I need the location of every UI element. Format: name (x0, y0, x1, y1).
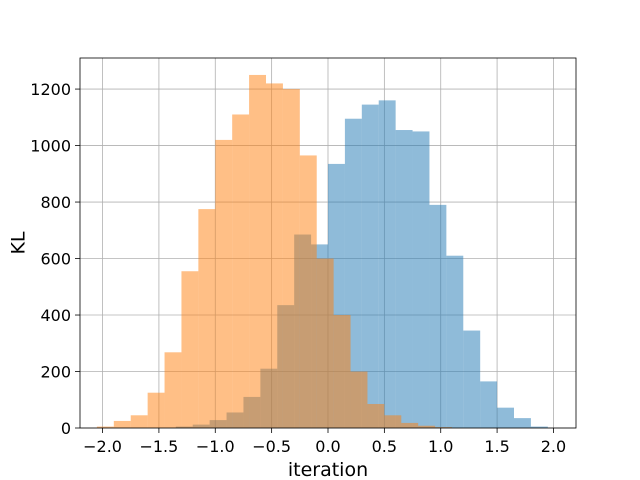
x-axis-label: iteration (288, 459, 368, 480)
x-tick-label: 1.5 (484, 437, 509, 456)
histogram-bar-series-2 (147, 392, 165, 428)
histogram-bar-series-2 (266, 83, 283, 428)
x-tick-label: 2.0 (541, 437, 566, 456)
histogram-bar-series-1 (497, 407, 514, 428)
histogram-bar-series-2 (232, 114, 250, 428)
histogram-bars (96, 74, 548, 429)
histogram-bar-series-2 (435, 427, 452, 428)
histogram-bar-series-1 (412, 131, 430, 428)
histogram-bar-series-2 (249, 74, 266, 428)
histogram-bar-series-2 (282, 89, 300, 429)
y-tick-label: 800 (40, 193, 71, 212)
histogram-bar-series-2 (130, 415, 148, 428)
y-tick-label: 0 (61, 419, 71, 438)
histogram-bar-series-1 (378, 100, 396, 429)
x-tick-label: −1.5 (139, 437, 178, 456)
histogram-bar-series-1 (514, 418, 531, 428)
histogram-bar-series-2 (198, 209, 216, 428)
axis-ticks: −2.0 −1.5 −1.0 −0.5 0.0 0.5 1.0 1.5 2.0 0 200 400 60… (30, 80, 566, 456)
histogram-bar-series-2 (215, 139, 233, 429)
x-tick-label: −2.0 (83, 437, 122, 456)
histogram-bar-series-1 (395, 130, 413, 429)
histogram-bar-series-1 (429, 204, 447, 428)
histogram-bar-series-2 (316, 258, 334, 428)
histogram-bar-series-2 (384, 415, 402, 428)
histogram-bar-series-1 (446, 255, 464, 428)
histogram-bar-series-2 (164, 352, 182, 428)
histogram-bar-series-2 (181, 271, 199, 428)
histogram-bar-series-1 (480, 381, 498, 428)
y-tick-label: 600 (40, 250, 71, 269)
histogram-bar-series-2 (418, 425, 436, 428)
x-tick-label: 1.0 (428, 437, 453, 456)
y-tick-label: 1200 (30, 80, 71, 99)
y-axis-label: KL (8, 231, 30, 254)
x-tick-label: 0.0 (315, 437, 340, 456)
histogram-bar-series-1 (463, 330, 481, 428)
histogram-bar-series-2 (299, 155, 317, 428)
y-tick-label: 1000 (30, 137, 71, 156)
histogram-bar-series-2 (113, 420, 131, 428)
histogram-bar-series-2 (96, 426, 114, 428)
y-tick-label: 400 (40, 306, 71, 325)
x-tick-label: −0.5 (252, 437, 291, 456)
histogram-bar-series-2 (401, 422, 419, 428)
y-tick-label: 200 (40, 363, 71, 382)
x-tick-label: 0.5 (372, 437, 397, 456)
histogram-bar-series-1 (361, 104, 379, 428)
histogram-bar-series-1 (530, 426, 548, 428)
histogram-bar-series-2 (367, 403, 385, 428)
x-tick-label: −1.0 (196, 437, 235, 456)
histogram-bar-series-2 (350, 371, 368, 428)
histogram-bar-series-2 (333, 315, 351, 428)
